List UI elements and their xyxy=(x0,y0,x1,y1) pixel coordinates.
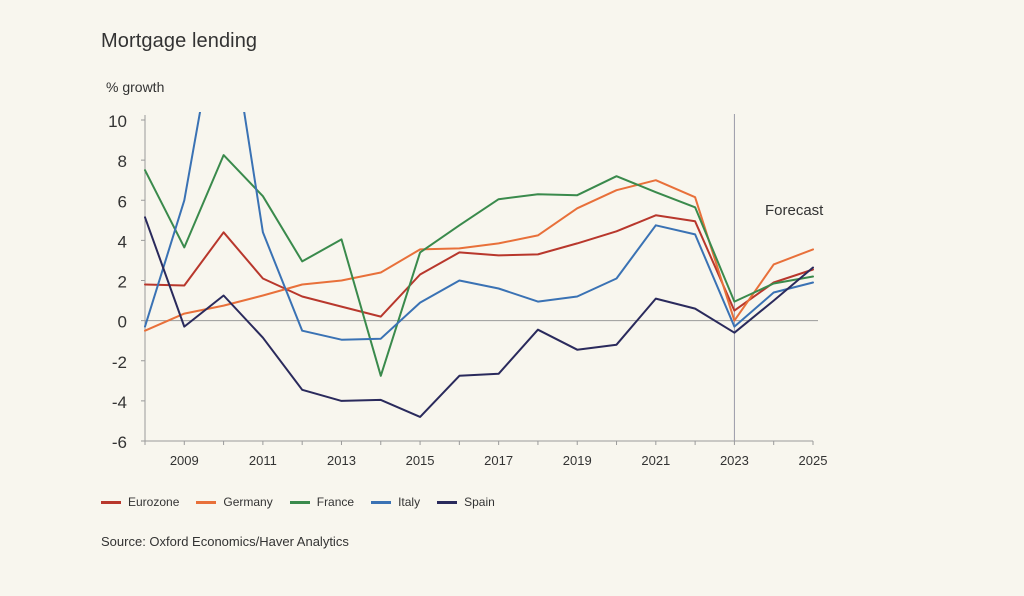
y-tick-label: 6 xyxy=(118,192,127,211)
y-axis-label: % growth xyxy=(106,79,165,95)
x-tick-label: 2011 xyxy=(249,453,277,468)
legend-label: Germany xyxy=(223,495,273,509)
y-tick-label: 0 xyxy=(118,313,127,332)
legend-swatch xyxy=(289,500,310,504)
legend-item-italy: Italy xyxy=(371,495,420,509)
x-tick-label: 2021 xyxy=(641,453,670,468)
source-note: Source: Oxford Economics/Haver Analytics xyxy=(101,534,349,549)
series-line-italy xyxy=(144,112,814,341)
y-tick-label: -4 xyxy=(112,393,127,412)
chart-title: Mortgage lending xyxy=(101,30,258,52)
x-tick-label: 2025 xyxy=(799,453,828,468)
x-tick-label: 2019 xyxy=(563,453,592,468)
legend-swatch xyxy=(196,500,217,504)
legend-swatch xyxy=(371,500,392,504)
legend-item-germany: Germany xyxy=(196,495,273,509)
legend-label: France xyxy=(316,495,355,509)
series-lines xyxy=(144,112,814,418)
x-tick-label: 2017 xyxy=(484,453,513,468)
legend-swatch xyxy=(101,500,121,504)
series-line-spain xyxy=(144,216,814,418)
legend-label: Spain xyxy=(464,495,495,509)
axes: 10 8 6 4 2 0 -2 -4 -6 2009 2011 2013 2015 2017 2019 202… xyxy=(108,112,827,468)
y-tick-label: -6 xyxy=(112,433,127,452)
y-tick-label: 10 xyxy=(108,112,127,131)
x-tick-label: 2015 xyxy=(406,453,435,468)
legend-item-spain: Spain xyxy=(437,495,495,509)
x-tick-label: 2013 xyxy=(327,453,356,468)
legend-label: Eurozone xyxy=(128,495,180,509)
series-line-eurozone xyxy=(144,214,814,318)
x-tick-label: 2009 xyxy=(170,453,199,468)
legend-swatch xyxy=(437,500,458,504)
series-line-germany xyxy=(144,179,814,332)
legend: Eurozone Germany France Italy Spain xyxy=(101,495,512,509)
y-tick-label: 2 xyxy=(118,273,127,292)
legend-item-france: France xyxy=(289,495,355,509)
y-tick-label: 8 xyxy=(118,152,127,171)
x-tick-label: 2023 xyxy=(720,453,749,468)
series-line-france xyxy=(144,154,814,377)
y-tick-label: 4 xyxy=(118,232,127,251)
legend-label: Italy xyxy=(398,495,421,509)
legend-item-eurozone: Eurozone xyxy=(101,495,179,509)
y-tick-label: -2 xyxy=(112,353,127,372)
forecast-label: Forecast xyxy=(765,202,824,219)
